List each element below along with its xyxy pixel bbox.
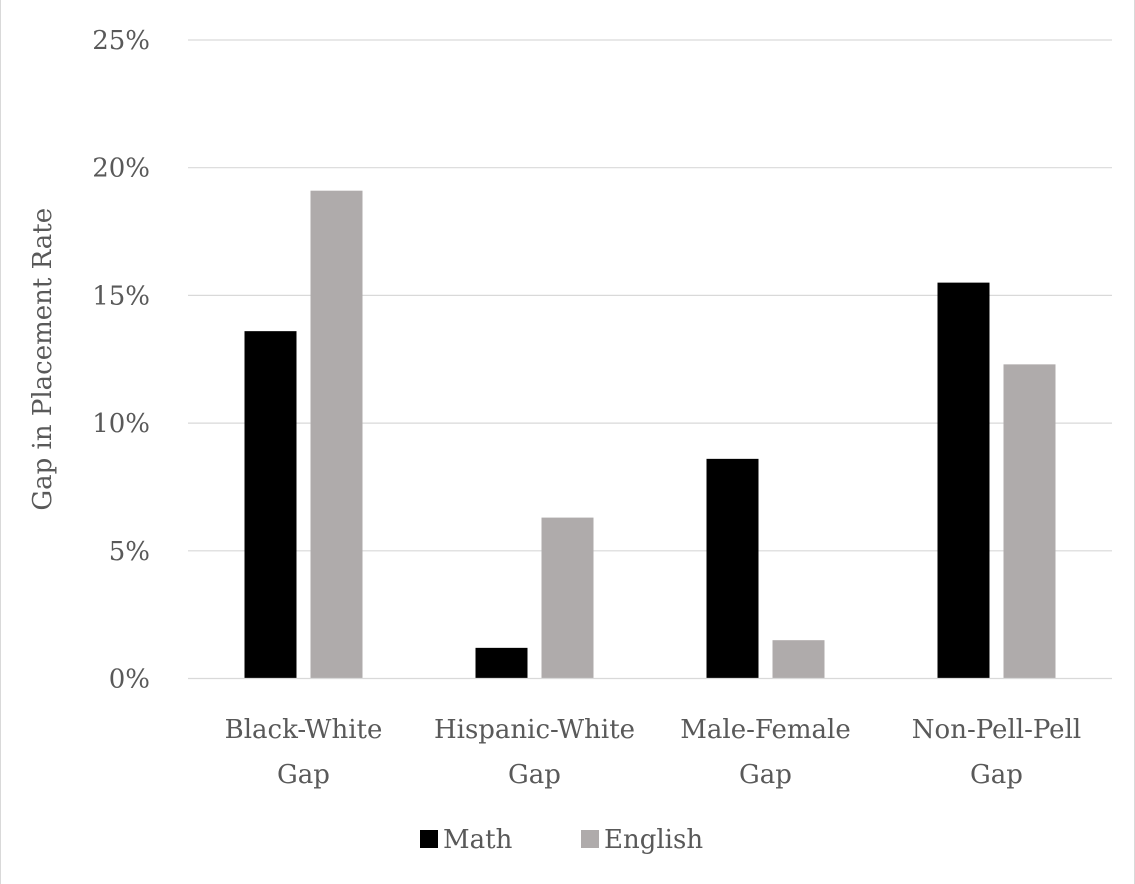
bar-english-2 (772, 640, 825, 679)
x-tick-label: Gap (970, 760, 1023, 790)
bar-english-1 (541, 517, 594, 679)
x-axis-ticks: Black-White Gap Hispanic-White Gap Male-Fema… (225, 715, 1082, 790)
y-tick-label: 15% (92, 281, 150, 311)
y-tick-label: 25% (92, 26, 150, 56)
y-tick-label: 0% (109, 665, 150, 695)
y-axis-ticks: 0% 5% 10% 15% 20% 25% (92, 26, 150, 695)
bar-english-3 (1003, 364, 1056, 679)
x-tick-label: Gap (508, 760, 561, 790)
bar-math-2 (706, 458, 759, 679)
x-tick-label: Black-White (225, 715, 383, 745)
legend-label-math: Math (443, 825, 513, 855)
legend: Math English (420, 825, 703, 855)
y-axis-label: Gap in Placement Rate (28, 208, 58, 511)
x-tick-label: Non-Pell-Pell (912, 715, 1081, 745)
legend-swatch-english (581, 830, 599, 848)
legend-swatch-math (420, 830, 438, 848)
y-tick-label: 5% (109, 537, 150, 567)
bar-math-1 (475, 647, 528, 679)
bar-math-0 (244, 331, 297, 679)
bar-math-3 (937, 282, 990, 679)
y-tick-label: 10% (92, 409, 150, 439)
bar-english-0 (310, 190, 363, 679)
legend-label-english: English (604, 825, 703, 855)
bars (244, 190, 1056, 679)
x-tick-label: Gap (739, 760, 792, 790)
x-tick-label: Male-Female (680, 715, 850, 745)
x-tick-label: Gap (277, 760, 330, 790)
y-tick-label: 20% (92, 154, 150, 184)
x-tick-label: Hispanic-White (434, 715, 635, 745)
